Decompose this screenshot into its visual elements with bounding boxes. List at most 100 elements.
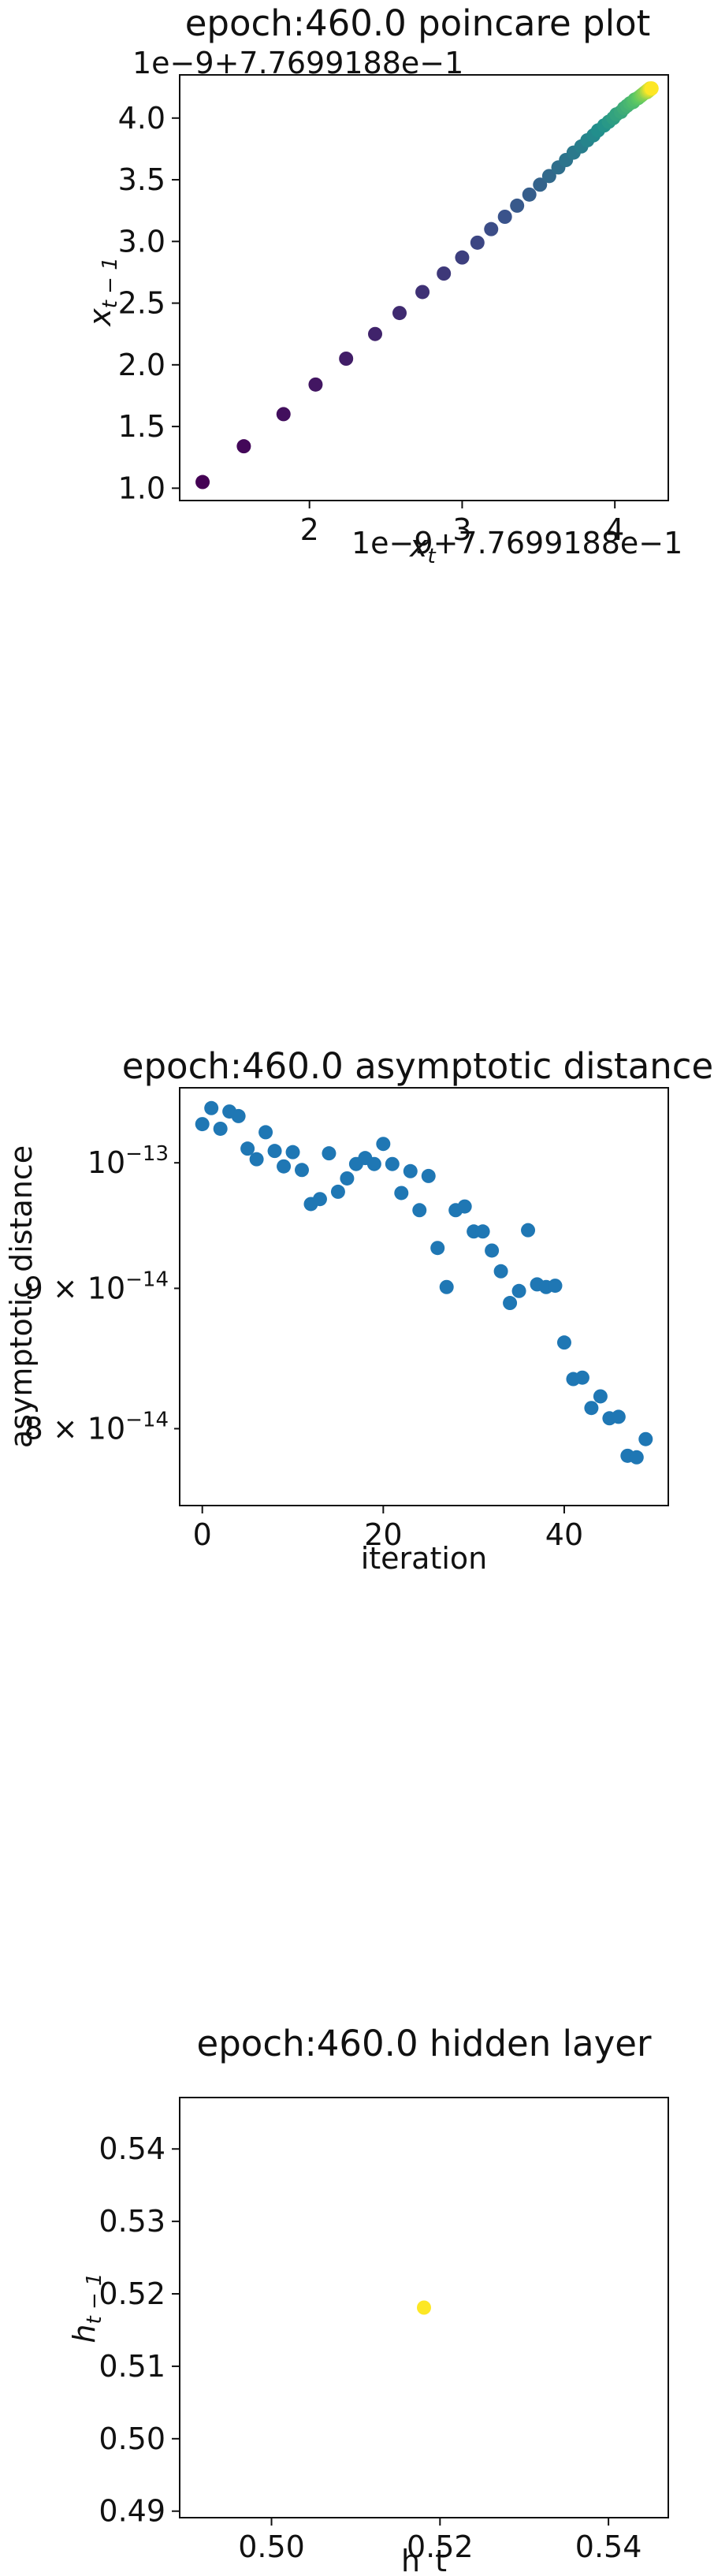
asymptotic-distance-point (430, 1241, 445, 1256)
asymptotic-distance-point (575, 1370, 589, 1385)
poincare-point (455, 250, 470, 265)
hidden-layer-points (417, 2300, 431, 2315)
asymptotic-distance-point (340, 1171, 355, 1186)
asymptotic-distance-point (611, 1409, 626, 1424)
poincare-y-axis-label: xt − 1 (83, 257, 122, 327)
asymptotic-distance-y-ticks: 10−13 9 × 10−14 8 × 10−14 (24, 1142, 180, 1446)
asymptotic-distance-points (195, 1100, 653, 1465)
poincare-point (368, 326, 382, 341)
asymptotic-distance-point (521, 1223, 536, 1238)
asymptotic-distance-x-tick-label: 40 (545, 1517, 583, 1552)
hidden-layer-point (417, 2300, 431, 2315)
asymptotic-distance-point (394, 1186, 409, 1201)
hidden-layer-y-tick-label: 0.50 (99, 2422, 165, 2456)
poincare-x-tick-label: 4 (605, 512, 624, 547)
poincare-y-tick-label: 1.0 (118, 471, 165, 505)
hidden-layer-x-tick-label: 0.54 (575, 2529, 642, 2564)
asymptotic-distance-y-tick-label: 8 × 10−14 (24, 1408, 169, 1446)
poincare-point (497, 210, 512, 224)
asymptotic-distance-point (439, 1279, 454, 1294)
poincare-x-tick-label: 2 (300, 512, 319, 547)
asymptotic-distance-x-axis-label: iteration (361, 1541, 488, 1576)
hidden-layer-frame (179, 2097, 669, 2518)
poincare-x-offset-text: 1e−9+7.7699188e−1 (351, 526, 682, 560)
asymptotic-distance-point (366, 1156, 381, 1171)
asymptotic-distance-y-axis-label: asymptotic distance (4, 1145, 39, 1448)
poincare-point (308, 377, 323, 392)
poincare-point (415, 285, 430, 300)
asymptotic-distance-point (195, 1117, 210, 1132)
asymptotic-distance-point (638, 1431, 653, 1446)
asymptotic-distance-point (485, 1243, 500, 1258)
poincare-plot-chart: epoch:460.0 poincare plot 1e−9+7.7699188… (83, 2, 682, 568)
asymptotic-distance-point (285, 1145, 300, 1160)
poincare-y-tick-label: 3.0 (118, 224, 165, 259)
poincare-point (510, 198, 525, 213)
poincare-point (533, 177, 548, 192)
hidden-layer-y-ticks: 0.49 0.50 0.51 0.52 0.53 0.54 (99, 2131, 180, 2529)
hidden-layer-y-tick-label: 0.54 (99, 2131, 165, 2166)
asymptotic-distance-x-tick-label: 0 (193, 1517, 212, 1552)
asymptotic-distance-point (457, 1199, 472, 1214)
poincare-y-tick-label: 1.5 (118, 409, 165, 444)
poincare-point (339, 352, 354, 366)
asymptotic-distance-point (584, 1401, 599, 1416)
poincare-point (470, 235, 485, 250)
hidden-layer-y-tick-label: 0.49 (99, 2494, 165, 2529)
asymptotic-distance-point (503, 1296, 518, 1311)
poincare-x-tick-label: 3 (452, 512, 471, 547)
poincare-point (644, 81, 659, 96)
asymptotic-distance-point (204, 1100, 219, 1115)
poincare-plot-title: epoch:460.0 poincare plot (185, 2, 651, 44)
asymptotic-distance-chart: epoch:460.0 asymptotic distance 0 20 40 10… (4, 1045, 713, 1576)
poincare-point (484, 221, 499, 236)
hidden-layer-y-axis-label: ht − 1 (67, 2273, 106, 2343)
poincare-y-tick-label: 2.5 (118, 286, 165, 321)
asymptotic-distance-point (240, 1141, 255, 1156)
hidden-layer-x-tick-label: 0.50 (238, 2529, 305, 2564)
asymptotic-distance-point (385, 1156, 400, 1171)
poincare-y-ticks: 1.0 1.5 2.0 2.5 3.0 3.5 4.0 (118, 101, 180, 505)
asymptotic-distance-point (213, 1121, 228, 1136)
asymptotic-distance-point (493, 1264, 508, 1279)
poincare-y-tick-label: 3.5 (118, 162, 165, 197)
asymptotic-distance-x-tick-label: 20 (364, 1517, 402, 1552)
poincare-point (276, 407, 291, 422)
hidden-layer-chart: epoch:460.0 hidden layer 0.50 0.52 0.54 0.… (67, 2023, 669, 2576)
asymptotic-distance-point (277, 1159, 292, 1174)
asymptotic-distance-point (258, 1125, 273, 1140)
asymptotic-distance-point (330, 1184, 345, 1199)
asymptotic-distance-point (312, 1192, 327, 1207)
asymptotic-distance-point (403, 1163, 418, 1178)
asymptotic-distance-point (231, 1108, 246, 1123)
hidden-layer-y-tick-label: 0.52 (99, 2276, 165, 2311)
asymptotic-distance-point (322, 1146, 337, 1161)
hidden-layer-y-tick-label: 0.51 (99, 2349, 165, 2384)
asymptotic-distance-point (629, 1450, 644, 1465)
asymptotic-distance-point (511, 1283, 526, 1298)
poincare-x-ticks: 2 3 4 (300, 501, 624, 547)
poincare-point (236, 439, 251, 454)
poincare-point (541, 169, 556, 184)
asymptotic-distance-point (548, 1279, 563, 1294)
asymptotic-distance-point (421, 1168, 436, 1183)
hidden-layer-title: epoch:460.0 hidden layer (197, 2023, 652, 2064)
asymptotic-distance-point (475, 1224, 490, 1239)
asymptotic-distance-point (376, 1137, 391, 1152)
poincare-points (195, 81, 659, 490)
asymptotic-distance-y-tick-label: 10−13 (87, 1142, 169, 1180)
asymptotic-distance-point (556, 1335, 571, 1350)
poincare-point (392, 306, 407, 321)
hidden-layer-x-ticks: 0.50 0.52 0.54 (238, 2518, 641, 2564)
poincare-y-tick-label: 4.0 (118, 101, 165, 136)
asymptotic-distance-y-tick-label: 9 × 10−14 (24, 1268, 169, 1305)
asymptotic-distance-frame (179, 1087, 669, 1506)
hidden-layer-x-axis-label: h_t (401, 2544, 447, 2576)
asymptotic-distance-point (295, 1163, 309, 1178)
poincare-plot-frame (179, 74, 669, 501)
hidden-layer-x-tick-label: 0.52 (407, 2529, 474, 2564)
asymptotic-distance-point (249, 1152, 264, 1167)
poincare-point (195, 475, 210, 490)
asymptotic-distance-point (267, 1144, 282, 1159)
